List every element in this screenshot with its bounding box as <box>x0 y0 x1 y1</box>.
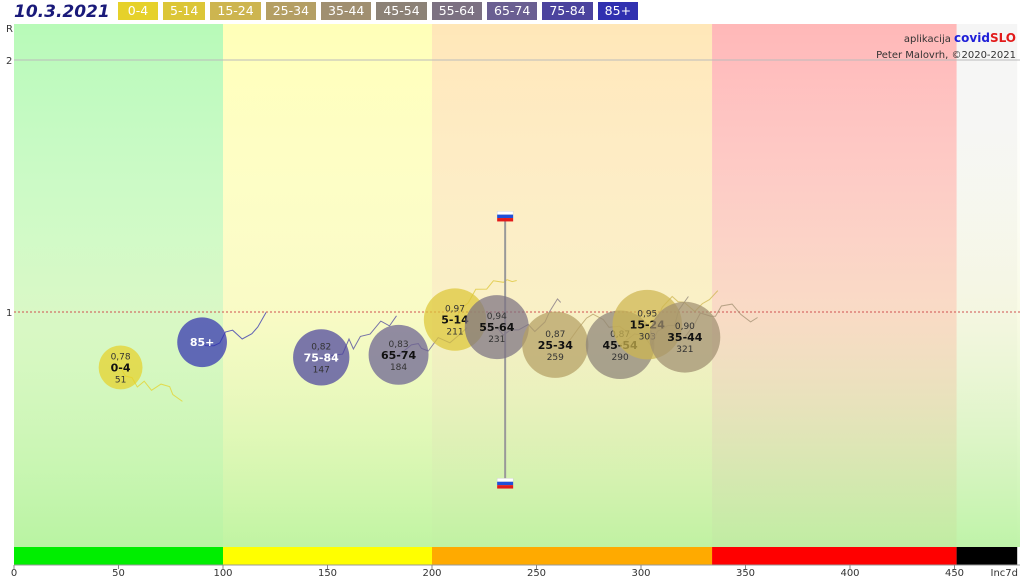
x-tick-label-450: 450 <box>945 568 964 579</box>
flag-blue-0 <box>497 214 514 219</box>
y-axis: R 1 2 <box>6 24 13 319</box>
bubble-r-5-14: 0,97 <box>445 305 465 315</box>
bubble-label-85+: 85+ <box>190 336 215 349</box>
flag-white-0 <box>496 211 514 215</box>
bubble-85+ <box>177 317 227 368</box>
flag-red-0 <box>497 218 514 222</box>
legend-item-5-14[interactable]: 5-14 <box>163 2 206 20</box>
chart-date: 10.3.2021 <box>14 2 110 22</box>
flag-white-1 <box>496 478 514 482</box>
background-gradient <box>14 24 1020 547</box>
x-axis: 0 50 100 150 200 250 300 350 400 450 Inc7d <box>11 564 1020 579</box>
legend-item-35-44[interactable]: 35-44 <box>321 2 372 20</box>
x-tick-label-100: 100 <box>213 568 232 579</box>
bubble-inc-55-64: 231 <box>488 335 505 345</box>
legend: 0-4 5-14 15-24 25-34 35-44 45-54 55-64 65-74 75-… <box>118 2 639 20</box>
bubble-inc-75-84: 147 <box>313 365 330 375</box>
brand-covid: covid <box>954 31 990 45</box>
bubble-25-34 <box>522 311 589 378</box>
bubble-r-75-84: 0,82 <box>311 342 331 352</box>
bubble-label-25-34: 25-34 <box>538 339 574 352</box>
bubble-label-35-44: 35-44 <box>667 331 703 344</box>
bubble-inc-35-44: 321 <box>676 345 693 355</box>
bubble-r-0-4: 0,78 <box>111 352 131 362</box>
y-axis-label: R <box>6 24 13 35</box>
gridlines <box>14 59 1020 313</box>
credits: aplikacija covidSLO Peter Malovrh, ©2020… <box>876 30 1016 64</box>
bubble-inc-25-34: 259 <box>547 353 564 363</box>
brand-slo: SLO <box>989 31 1016 45</box>
risk-bar <box>14 547 1018 565</box>
legend-item-75-84[interactable]: 75-84 <box>542 2 593 20</box>
y-tick-label-2: 2 <box>6 56 12 67</box>
legend-item-45-54[interactable]: 45-54 <box>376 2 427 20</box>
risk-bar-2 <box>432 547 713 565</box>
credits-author: Peter Malovrh, ©2020-2021 <box>876 50 1016 61</box>
x-axis-label: Inc7d <box>991 568 1019 579</box>
bubble-label-65-74: 65-74 <box>381 349 417 362</box>
x-tick-label-200: 200 <box>422 568 441 579</box>
legend-item-65-74[interactable]: 65-74 <box>487 2 538 20</box>
bubble-label-0-4: 0-4 <box>111 361 131 374</box>
legend-item-15-24[interactable]: 15-24 <box>210 2 261 20</box>
risk-bar-1 <box>223 547 432 565</box>
bubble-55-64 <box>464 295 529 360</box>
x-tick-label-400: 400 <box>840 568 859 579</box>
bubble-65-74 <box>368 324 429 385</box>
legend-item-55-64[interactable]: 55-64 <box>431 2 483 20</box>
x-tick-label-50: 50 <box>112 568 125 579</box>
bubble-0-4 <box>98 345 143 390</box>
risk-bar-4 <box>956 547 1018 565</box>
bubble-r-65-74: 0,83 <box>389 340 409 350</box>
bubble-inc-65-74: 184 <box>390 363 407 373</box>
legend-item-0-4[interactable]: 0-4 <box>118 2 158 20</box>
risk-bar-0 <box>14 547 223 565</box>
legend-item-25-34[interactable]: 25-34 <box>265 2 317 20</box>
risk-bar-3 <box>712 547 957 565</box>
bubble-r-35-44: 0,90 <box>675 322 695 332</box>
bubble-r-15-24: 0,95 <box>637 310 657 320</box>
bubbles: 0-40,78 51 85+ 75-840,82 147 65-740,83 184 5-14… <box>98 288 721 390</box>
credits-prefix: aplikacija <box>903 34 951 45</box>
x-tick-label-150: 150 <box>318 568 337 579</box>
bubble-inc-5-14: 211 <box>446 328 463 338</box>
flag-red-1 <box>497 485 514 489</box>
bubble-35-44 <box>649 301 721 373</box>
bubble-inc-45-54: 290 <box>612 353 629 363</box>
bubble-inc-15-24: 303 <box>639 333 656 343</box>
x-tick-label-0: 0 <box>11 568 17 579</box>
bubble-label-55-64: 55-64 <box>479 321 515 334</box>
bubble-label-5-14: 5-14 <box>441 314 469 327</box>
y-tick-label-1: 1 <box>6 308 12 319</box>
bubble-r-55-64: 0,94 <box>487 312 507 322</box>
bubble-label-75-84: 75-84 <box>304 351 340 364</box>
flag-blue-1 <box>497 481 514 486</box>
bubble-75-84 <box>293 329 350 386</box>
x-tick-label-300: 300 <box>631 568 650 579</box>
bubble-r-25-34: 0,87 <box>545 330 565 340</box>
bubble-inc-0-4: 51 <box>115 375 126 385</box>
legend-item-85+[interactable]: 85+ <box>597 2 639 20</box>
x-tick-label-250: 250 <box>527 568 546 579</box>
x-tick-label-350: 350 <box>736 568 755 579</box>
